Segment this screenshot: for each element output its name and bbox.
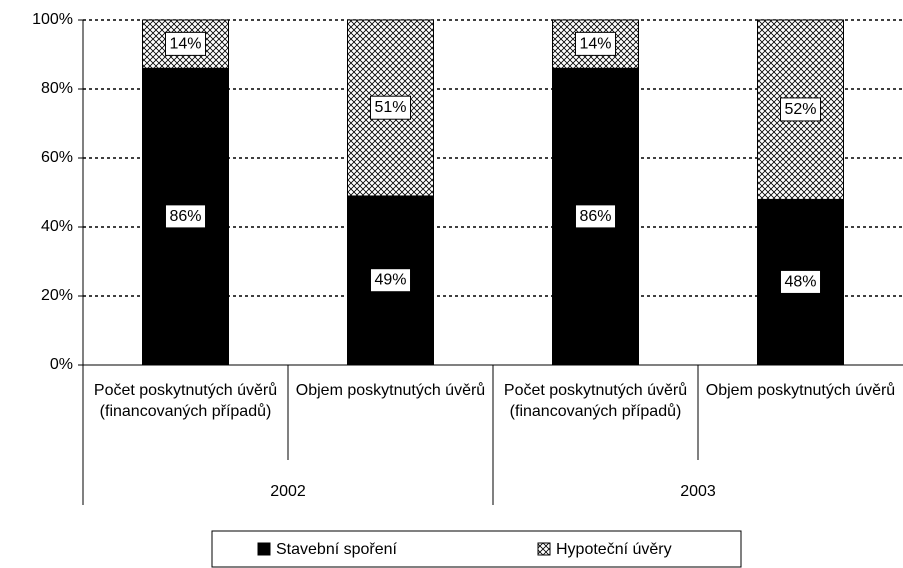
data-label-box [369,268,412,293]
data-label-group: 49% [369,268,412,293]
data-label-group: 48% [779,269,822,294]
legend-label: Stavební spoření [276,541,398,558]
data-label-group: 86% [574,204,617,229]
data-label-group: 14% [574,31,617,56]
data-label: 49% [374,272,406,289]
data-label-box [779,269,822,294]
category-label: Počet poskytnutých úvěrů (financovaných … [93,382,278,420]
data-label: 86% [579,208,611,225]
data-label-group: 14% [164,31,207,56]
legend-label: Hypoteční úvěry [556,541,672,558]
data-label-box [369,95,412,120]
data-label: 51% [374,99,406,116]
data-label-group: 52% [779,97,822,122]
y-tick-label: 20% [41,287,73,304]
legend-swatch [537,542,551,556]
category-label: Objem poskytnutých úvěrů [295,382,486,399]
y-tick-label: 40% [41,218,73,235]
data-label: 14% [169,35,201,52]
data-label-box [574,31,617,56]
category-label: Objem poskytnutých úvěrů [705,382,896,399]
data-label-box [574,204,617,229]
y-tick-label: 60% [41,149,73,166]
data-label: 52% [784,101,816,118]
y-tick-label: 80% [41,80,73,97]
data-label-group: 51% [369,95,412,120]
y-tick-label: 0% [50,356,73,373]
data-label-group: 86% [164,204,207,229]
bar-segment [347,19,434,197]
data-label: 86% [169,208,201,225]
legend-swatch [257,542,271,556]
group-label: 2003 [680,483,716,500]
data-label: 14% [579,35,611,52]
data-label-box [779,97,822,122]
y-tick-label: 100% [32,11,73,28]
group-label: 2002 [270,483,306,500]
data-label: 48% [784,273,816,290]
data-label-box [164,31,207,56]
data-label-box [164,204,207,229]
category-label: Počet poskytnutých úvěrů (financovaných … [503,382,688,420]
legend-box [211,530,742,568]
